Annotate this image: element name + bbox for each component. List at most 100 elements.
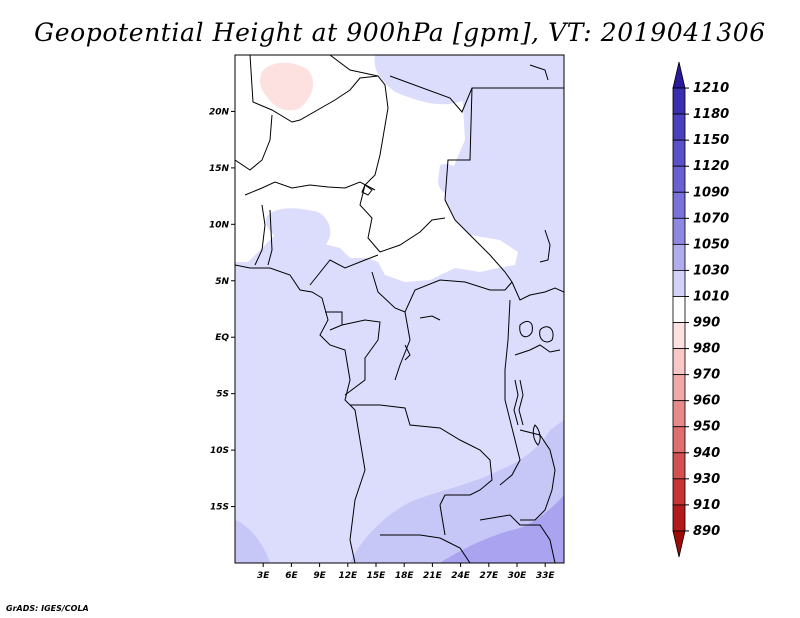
lake-outline xyxy=(513,379,519,426)
border-line xyxy=(267,209,273,266)
lat-tick-label: 5N xyxy=(215,277,229,287)
lon-tick-label: 12E xyxy=(338,571,358,581)
colorbar-label: 1150 xyxy=(693,133,729,148)
lat-tick-label: 5S xyxy=(216,390,229,400)
colorbar-segment xyxy=(672,400,686,428)
colorbar-label: 940 xyxy=(693,446,720,461)
colorbar-label: 1010 xyxy=(693,289,729,304)
border-line xyxy=(309,254,379,286)
colorbar-label: 930 xyxy=(693,472,720,487)
colorbar-label: 910 xyxy=(693,498,720,513)
border-line xyxy=(529,64,549,81)
lon-tick-label: 9E xyxy=(313,571,326,581)
latitude-axis: 20N 15N 10N 5N EQ 5S 10S 15S xyxy=(209,107,235,513)
colorbar-segment xyxy=(672,270,686,297)
border-line xyxy=(350,404,493,506)
colorbar-segment xyxy=(672,348,686,376)
lat-tick-label: 10N xyxy=(209,220,230,230)
lat-tick-label: 15N xyxy=(209,164,230,174)
lon-tick-label: 33E xyxy=(536,571,556,581)
border-line xyxy=(379,217,446,253)
river-outline xyxy=(404,344,411,361)
colorbar-segment xyxy=(672,504,686,532)
lon-tick-label: 3E xyxy=(257,571,270,581)
border-line xyxy=(235,264,323,299)
colorbar-label: 1180 xyxy=(693,107,729,122)
border-line xyxy=(394,311,411,381)
shading-1030-patch-east xyxy=(438,164,461,195)
grads-credit: GrADS: IGES/COLA xyxy=(6,604,89,613)
colorbar-segment xyxy=(672,243,686,271)
colorbar-label: 990 xyxy=(693,316,720,331)
map-frame xyxy=(234,54,565,564)
shading-1030-patch-north xyxy=(374,55,470,105)
colorbar-label: 1050 xyxy=(693,237,729,252)
colorbar-segment xyxy=(672,530,686,558)
colorbar-segment xyxy=(672,165,686,193)
lat-tick-label: 15S xyxy=(210,503,229,513)
border-line xyxy=(254,204,266,266)
lake-outline xyxy=(519,321,533,338)
lon-tick-label: 6E xyxy=(285,571,298,581)
border-line xyxy=(249,55,389,253)
lat-tick-label: EQ xyxy=(215,333,229,343)
border-line xyxy=(380,534,471,563)
border-line xyxy=(341,319,381,396)
border-line xyxy=(514,344,561,356)
colorbar-label: 1210 xyxy=(693,81,729,96)
colorbar-label: 890 xyxy=(693,524,720,539)
lon-tick-label: 15E xyxy=(367,571,387,581)
colorbar-segment xyxy=(672,478,686,506)
colorbar-segment xyxy=(672,426,686,454)
colorbar-segment xyxy=(672,217,686,245)
border-line xyxy=(235,114,273,171)
colorbar: 1210 1180 1150 1120 1090 1070 1050 1030 1010 990 9… xyxy=(672,61,729,558)
lon-tick-label: 27E xyxy=(479,571,499,581)
shading-990-patch xyxy=(260,62,314,111)
lon-tick-label: 21E xyxy=(423,571,443,581)
lake-outline xyxy=(361,184,373,196)
border-line xyxy=(244,181,376,196)
lake-outline xyxy=(532,424,541,446)
border-line xyxy=(439,504,446,536)
colorbar-segment xyxy=(672,374,686,402)
border-line xyxy=(479,514,556,563)
colorbar-label: 950 xyxy=(693,420,720,435)
colorbar-label: 960 xyxy=(693,394,720,409)
colorbar-label: 970 xyxy=(693,368,720,383)
map-panel xyxy=(234,54,565,564)
border-line xyxy=(511,281,564,301)
lon-tick-label: 30E xyxy=(508,571,528,581)
colorbar-segment xyxy=(672,87,686,115)
border-line xyxy=(371,271,513,313)
lake-outline xyxy=(518,379,524,426)
colorbar-segment xyxy=(672,113,686,141)
lon-tick-label: 24E xyxy=(451,571,471,581)
border-line xyxy=(499,299,521,486)
lon-tick-label: 18E xyxy=(395,571,415,581)
colorbar-label: 1030 xyxy=(693,263,729,278)
colorbar-segment xyxy=(672,296,686,323)
border-line xyxy=(319,297,366,563)
colorbar-segment xyxy=(672,61,686,89)
lake-outline xyxy=(539,326,554,343)
border-line xyxy=(539,229,551,263)
colorbar-label: 1070 xyxy=(693,211,729,226)
river-outline xyxy=(419,315,441,321)
country-borders xyxy=(235,55,564,563)
lat-tick-label: 20N xyxy=(209,107,230,117)
colorbar-label: 1120 xyxy=(693,159,729,174)
colorbar-segment xyxy=(672,452,686,480)
shading-1050-patch-west xyxy=(235,520,270,563)
shading-1070-band xyxy=(440,495,564,563)
shading-1030-patch xyxy=(265,208,331,250)
shading-1050-band xyxy=(350,420,564,563)
colorbar-segment xyxy=(672,191,686,219)
border-line xyxy=(444,87,513,283)
colorbar-segment xyxy=(672,139,686,167)
chart-title: Geopotential Height at 900hPa [gpm], VT:… xyxy=(34,18,766,47)
border-line xyxy=(325,311,343,331)
border-line xyxy=(329,55,379,77)
border-line xyxy=(389,75,564,113)
